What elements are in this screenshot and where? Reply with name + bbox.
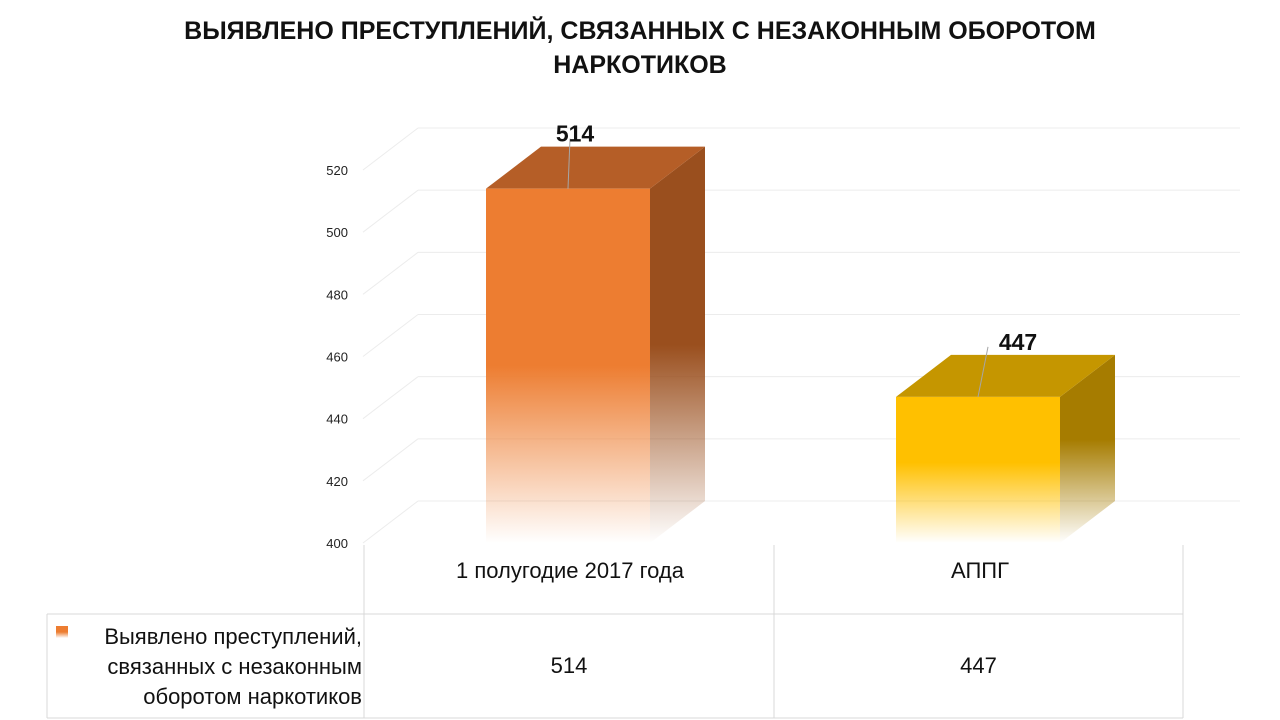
gridline-diagonal [362,314,419,357]
legend-swatch [56,626,68,638]
data-label: 447 [999,329,1037,355]
table-header-category-1: 1 полугодие 2017 года [455,558,685,583]
y-tick-label: 520 [326,163,348,178]
bar-top [896,354,1115,397]
bar-side [1060,354,1115,543]
gridline-diagonal [362,500,419,544]
y-tick-label: 420 [326,474,348,489]
bar [896,396,1060,543]
data-label-leader [977,346,989,398]
y-tick-label: 440 [326,412,348,427]
y-tick-label: 460 [326,350,348,365]
gridline-diagonal [362,127,419,171]
table-value-1: 514 [550,653,588,678]
data-label-leader [567,138,571,189]
y-tick-label: 480 [326,287,348,302]
data-label: 514 [556,121,595,147]
gridline-diagonal [362,376,419,420]
table-header-category-2: АППГ [951,558,1009,583]
bar-top [486,146,705,189]
y-tick-label: 500 [326,225,348,240]
y-tick-label: 400 [326,536,348,551]
gridline-diagonal [362,251,419,295]
gridline-diagonal [362,438,419,482]
table-value-2: 447 [960,653,997,678]
gridline-diagonal [362,189,419,233]
bar-side [650,146,705,543]
chart-title: ВЫЯВЛЕНО ПРЕСТУПЛЕНИЙ, СВЯЗАННЫХ С НЕЗАК… [184,17,1096,79]
table-series-label: Выявлено преступлений, связанных с незак… [104,624,362,709]
bar [486,188,650,543]
